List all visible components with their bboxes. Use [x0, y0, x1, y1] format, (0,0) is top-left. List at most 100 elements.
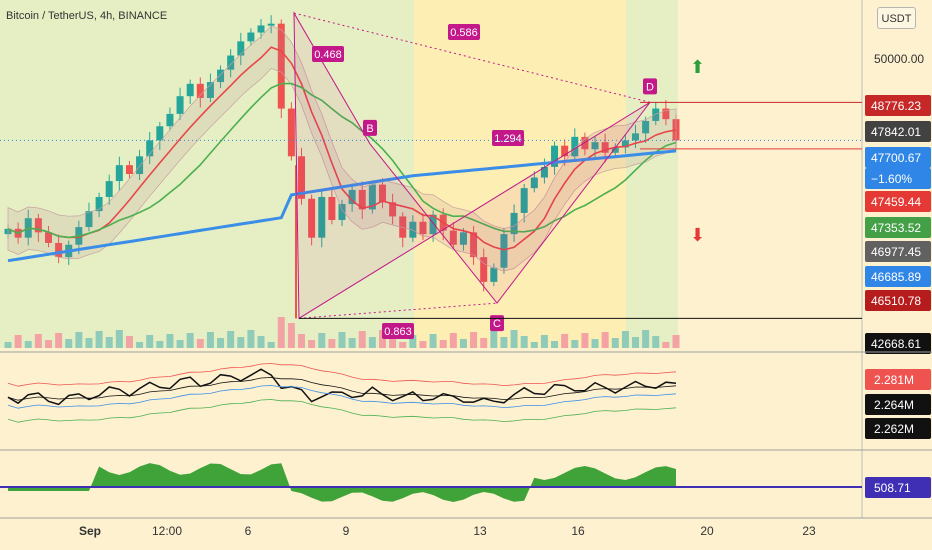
candle [520, 188, 528, 213]
candle [257, 25, 265, 33]
pattern-ratio-box [492, 130, 524, 146]
candle [196, 83, 204, 98]
pattern-point-box [490, 315, 504, 332]
pattern-point-text: C [493, 318, 501, 330]
candle [378, 184, 386, 203]
x-tick-label: 12:00 [152, 524, 182, 538]
indicator-value-text: 2.281M [874, 373, 914, 387]
volume-bar [601, 332, 609, 348]
pattern-ratio-text: 0.468 [314, 49, 342, 61]
volume-bar [389, 336, 397, 348]
lower-background [0, 348, 862, 550]
x-tick-label: 6 [245, 524, 252, 538]
volume-bar [328, 339, 336, 348]
volume-bar [186, 333, 194, 348]
volume-bar [14, 335, 22, 348]
volume-bar [520, 336, 528, 348]
price-label-box [865, 121, 931, 142]
price-label-box [865, 333, 931, 354]
volume-bar [85, 338, 93, 348]
pattern-ratio-box [382, 323, 414, 339]
volume-bar [277, 317, 285, 348]
volume-bar [24, 341, 32, 348]
volume-bar [470, 332, 478, 348]
candle [358, 189, 366, 210]
volume-bar [287, 323, 295, 348]
candle [409, 221, 417, 238]
indicator-band-lower [7, 399, 677, 423]
candle [500, 234, 508, 268]
volume-bar [206, 332, 214, 348]
candle [146, 140, 154, 157]
pattern-ratio-text: 0.586 [450, 27, 478, 39]
volume-bar [409, 335, 417, 348]
indicator-band-upper [7, 363, 677, 387]
volume-bar [530, 342, 538, 348]
volume-bar [267, 342, 275, 348]
volume-bar [399, 342, 407, 348]
volume-bar [561, 334, 569, 348]
up-arrow-icon: ⬆ [690, 57, 706, 77]
down-arrow-icon: ⬇ [690, 225, 706, 245]
volume-bar [368, 337, 376, 348]
pattern-ratio-text: 1.294 [494, 133, 522, 145]
indicator-value-box [865, 477, 931, 498]
harmonic-pattern [293, 11, 651, 320]
volume-bar [34, 334, 42, 348]
x-tick-label: 20 [700, 524, 714, 538]
candle [530, 177, 538, 189]
volume-bar [105, 337, 113, 348]
candle [480, 257, 488, 282]
volume-bar [44, 340, 52, 348]
volume-bar [338, 332, 346, 348]
volume-bar [217, 338, 225, 348]
volume-bar [298, 334, 306, 348]
price-label-text: 46977.45 [871, 245, 921, 259]
volume-bar [490, 331, 498, 348]
candle [561, 145, 569, 157]
volume-bar [510, 330, 518, 348]
pattern-ratio-box [448, 24, 480, 40]
indicator-band-mid [7, 385, 677, 409]
symbol-title: Bitcoin / TetherUS, 4h, BINANCE [6, 10, 168, 22]
pattern-point-label: B [363, 119, 377, 136]
candle [621, 140, 629, 148]
volume-bar [65, 339, 73, 348]
candle [105, 181, 113, 197]
price-label-box [865, 290, 931, 311]
volume-bar [358, 331, 366, 348]
candle [632, 133, 640, 141]
candle [206, 82, 214, 98]
pattern-point-box [363, 119, 377, 136]
candle [662, 108, 670, 120]
shade-zone [414, 0, 626, 348]
ema-green-line [7, 82, 677, 239]
volume-bar [652, 336, 660, 348]
ema-red-line [7, 46, 677, 251]
indicator-value-box [865, 394, 931, 415]
candle [551, 145, 559, 167]
indicator-value-text: 508.71 [874, 481, 911, 495]
pattern-point-label: C [490, 315, 504, 332]
currency-button[interactable]: USDT [877, 7, 916, 29]
candle [247, 32, 255, 42]
volume-bar [227, 331, 235, 348]
volume-bar [551, 341, 559, 348]
candle [55, 242, 63, 258]
candle [429, 214, 437, 235]
candle [348, 189, 356, 205]
candle [287, 108, 295, 157]
candle [591, 142, 599, 150]
volume-bar [429, 334, 437, 348]
indicator-value-text: 2.262M [874, 422, 914, 436]
shade-zone [626, 0, 678, 348]
volume-bar [318, 333, 326, 348]
candle [277, 23, 285, 109]
price-label-box [865, 168, 931, 189]
pattern-point-text: B [366, 123, 373, 135]
price-label-text: 46685.89 [871, 270, 921, 284]
candle [470, 232, 478, 258]
x-tick-label: 23 [802, 524, 816, 538]
